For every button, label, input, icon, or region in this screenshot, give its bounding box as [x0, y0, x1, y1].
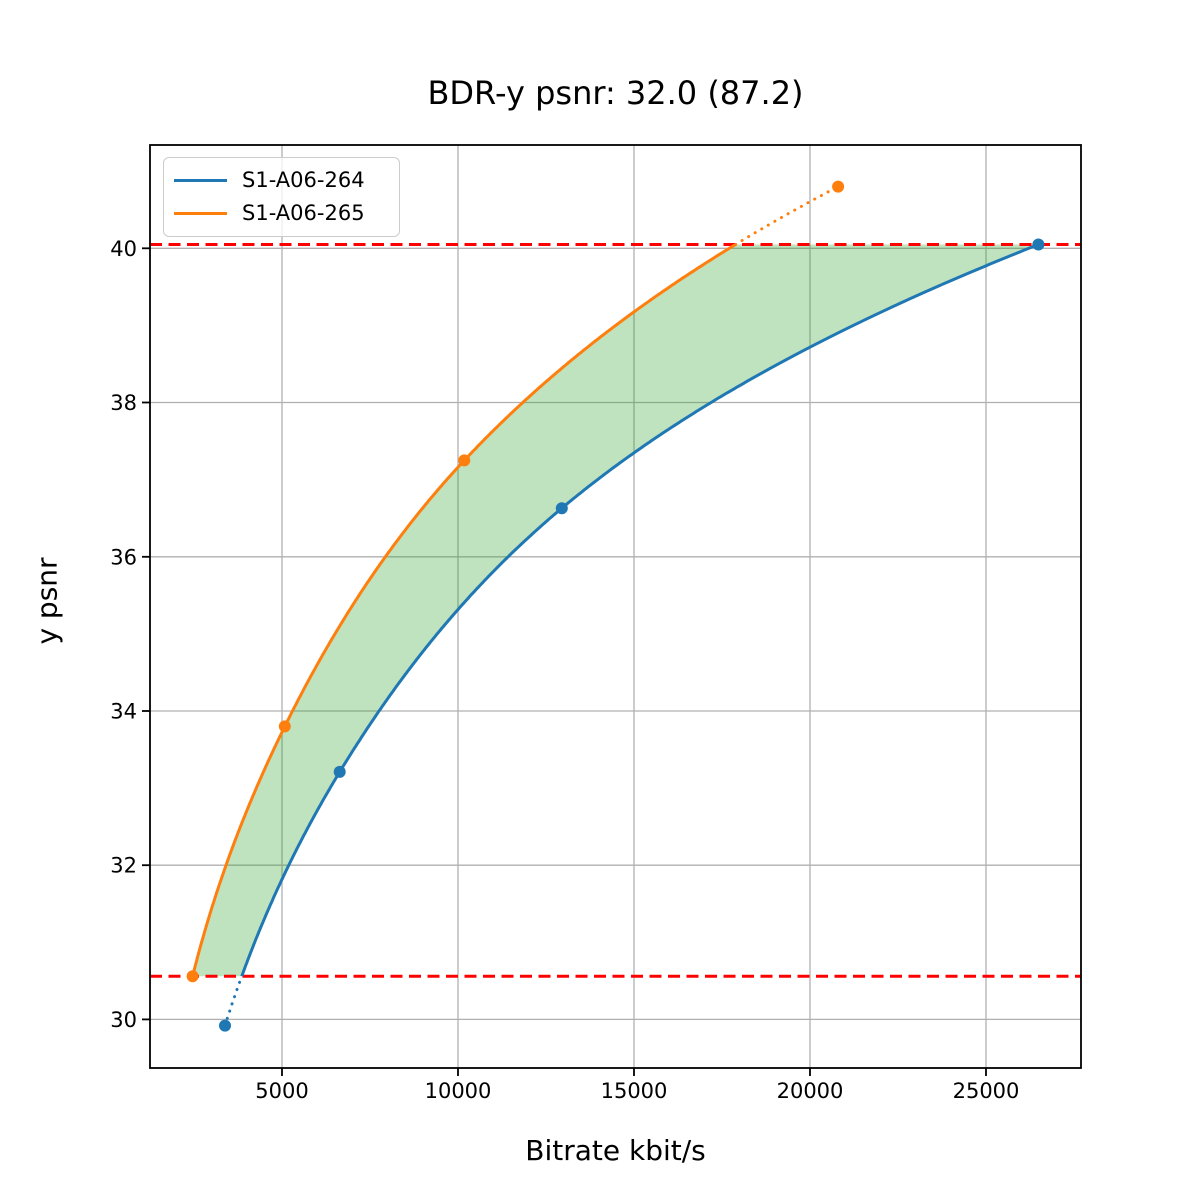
x-tick-label-15000: 15000: [601, 1079, 668, 1103]
data-point-S1-A06-265: [278, 720, 291, 733]
legend-line-sample-265: [174, 212, 227, 215]
legend: S1-A06-264 S1-A06-265: [163, 157, 400, 237]
curve-dotted-S1-A06-264: [223, 974, 244, 1028]
y-tick-label-34: 34: [110, 700, 137, 724]
x-tick-label-20000: 20000: [777, 1079, 844, 1103]
chart-title: BDR-y psnr: 32.0 (87.2): [427, 74, 804, 112]
data-point-S1-A06-264: [219, 1019, 231, 1032]
legend-label-264: S1-A06-264: [242, 168, 365, 192]
y-tick-label-30: 30: [110, 1008, 137, 1032]
x-axis-label: Bitrate kbit/s: [525, 1134, 706, 1167]
y-tick-label-38: 38: [110, 391, 137, 415]
bd-rate-fill-area: [192, 244, 1039, 977]
data-point-S1-A06-265: [458, 454, 471, 467]
y-axis-label: y psnr: [30, 557, 64, 645]
x-tick-label-25000: 25000: [953, 1079, 1020, 1103]
legend-item-265: S1-A06-265: [174, 203, 399, 224]
x-tick-label-5000: 5000: [255, 1079, 308, 1103]
data-point-S1-A06-265: [186, 970, 199, 983]
legend-line-sample-264: [174, 179, 227, 182]
data-point-S1-A06-264: [555, 502, 568, 515]
y-tick-label-32: 32: [110, 854, 137, 878]
axes-frame: [149, 144, 1082, 1069]
data-point-S1-A06-265: [832, 180, 845, 193]
legend-item-264: S1-A06-264: [174, 170, 399, 191]
curve-S1-A06-265: [191, 243, 737, 977]
curve-S1-A06-264: [240, 243, 1039, 977]
data-point-S1-A06-264: [1032, 238, 1045, 251]
curve-dotted-S1-A06-265: [734, 185, 840, 246]
x-tick-label-10000: 10000: [425, 1079, 492, 1103]
y-tick-label-36: 36: [110, 545, 137, 569]
y-tick-label-40: 40: [110, 237, 137, 261]
data-point-S1-A06-264: [333, 765, 346, 778]
legend-label-265: S1-A06-265: [242, 201, 365, 225]
